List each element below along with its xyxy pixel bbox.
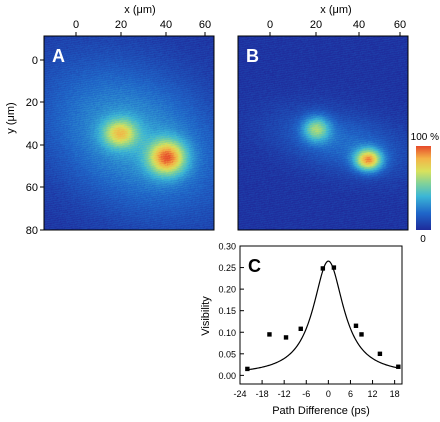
panel-a-ytick-3: 60 bbox=[26, 182, 38, 194]
panel-c-ytick-label: 0.25 bbox=[218, 263, 236, 273]
panel-b-xtick-0: 0 bbox=[267, 19, 273, 31]
data-point bbox=[283, 335, 289, 340]
panel-a-xtick-1: 20 bbox=[115, 19, 127, 31]
panel-a-tickmarks bbox=[40, 32, 206, 231]
panel-b-xticks: 0 20 40 60 bbox=[267, 19, 406, 31]
heatmap-b bbox=[238, 36, 408, 230]
panel-c-frame bbox=[239, 245, 403, 385]
lorentzian-fit-curve bbox=[247, 260, 399, 371]
panel-a-ylabel: y (μm) bbox=[5, 102, 17, 133]
panel-b-tickmarks bbox=[269, 32, 401, 36]
panel-c-ytick-label: 0.15 bbox=[218, 306, 236, 316]
colorbar: 100 % 0 bbox=[411, 132, 439, 245]
panel-a-ytick-2: 40 bbox=[26, 140, 38, 152]
panel-a: x (μm) 0 20 40 60 y (μm) 0 20 40 60 80 A bbox=[5, 4, 215, 237]
panel-c-ytick-label: 0.10 bbox=[218, 328, 236, 338]
panel-c-ytick-label: 0.00 bbox=[218, 371, 236, 381]
panel-c-ytick-label: 0.30 bbox=[218, 242, 236, 252]
colorbar-gradient bbox=[416, 146, 431, 230]
panel-a-ytick-0: 0 bbox=[32, 55, 38, 67]
panel-c: -24 -18 -12 -6 0 6 12 18 0.00 0.05 0.10 0.15 0.20 0.2… bbox=[200, 242, 403, 417]
panel-c-axes: -24 -18 -12 -6 0 6 12 18 0.00 0.05 0.10 0.15 0.20 0.2… bbox=[218, 242, 399, 400]
panel-a-label: A bbox=[52, 46, 65, 66]
panel-a-ytick-1: 20 bbox=[26, 97, 38, 109]
panel-a-frame bbox=[43, 35, 215, 231]
panel-b-xtick-3: 60 bbox=[394, 19, 406, 31]
panel-c-ytick-label: 0.20 bbox=[218, 285, 236, 295]
panel-c-label: C bbox=[248, 256, 261, 276]
panel-c-xtick-label: 6 bbox=[348, 389, 353, 399]
data-point bbox=[331, 265, 337, 270]
panel-c-xtick-label: 0 bbox=[326, 389, 331, 399]
panel-a-xlabel: x (μm) bbox=[124, 4, 155, 16]
panel-a-yticks: 0 20 40 60 80 bbox=[26, 55, 38, 237]
data-point bbox=[267, 332, 272, 337]
colorbar-bottom-label: 0 bbox=[420, 234, 426, 245]
panel-b-xtick-2: 40 bbox=[353, 19, 365, 31]
panel-c-xtick-label: 18 bbox=[390, 389, 400, 399]
data-point bbox=[377, 351, 383, 357]
panel-b-xlabel: x (μm) bbox=[320, 4, 351, 16]
panel-c-points bbox=[245, 265, 401, 372]
panel-a-ytick-4: 80 bbox=[26, 225, 38, 237]
data-point bbox=[353, 323, 359, 328]
panel-b: x (μm) 0 20 40 60 B bbox=[237, 4, 409, 231]
data-point bbox=[359, 332, 364, 337]
panel-c-xtick-label: -6 bbox=[302, 389, 310, 399]
panel-c-xlabel: Path Difference (ps) bbox=[272, 405, 370, 417]
data-point bbox=[320, 266, 326, 271]
panel-c-xtick-label: -12 bbox=[278, 389, 291, 399]
heatmap-a bbox=[44, 36, 214, 230]
panel-c-ytick-label: 0.05 bbox=[218, 349, 236, 359]
data-point bbox=[396, 364, 401, 369]
panel-b-xtick-1: 20 bbox=[310, 19, 322, 31]
panel-b-frame bbox=[237, 35, 409, 231]
panel-a-xtick-0: 0 bbox=[73, 19, 79, 31]
colorbar-top-label: 100 % bbox=[411, 132, 439, 143]
panel-a-xticks: 0 20 40 60 bbox=[73, 19, 211, 31]
panel-c-ylabel: Visibility bbox=[200, 296, 212, 336]
panel-b-label: B bbox=[246, 46, 259, 66]
panel-c-xtick-label: -24 bbox=[233, 389, 246, 399]
data-point bbox=[298, 326, 303, 331]
panel-c-xtick-label: -18 bbox=[256, 389, 269, 399]
panel-c-xtick-label: 12 bbox=[368, 389, 378, 399]
data-point bbox=[245, 366, 250, 372]
panel-a-xtick-2: 40 bbox=[160, 19, 172, 31]
panel-a-xtick-3: 60 bbox=[199, 19, 211, 31]
